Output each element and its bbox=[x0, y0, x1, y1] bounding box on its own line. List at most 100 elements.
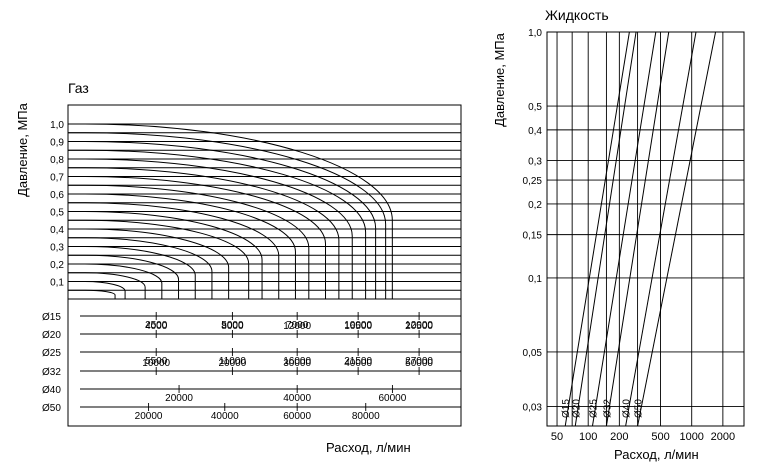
gas-y-tick-label: 0,1 bbox=[50, 278, 64, 289]
gas-flow-curve bbox=[68, 281, 126, 299]
liquid-series-line bbox=[637, 31, 717, 427]
gas-flow-curve bbox=[68, 123, 393, 299]
gas-flow-curve bbox=[68, 193, 296, 299]
gas-scale-tick-label: 30000 bbox=[283, 358, 311, 369]
gas-scale-tick-label: 20000 bbox=[165, 393, 193, 404]
gas-scale-tick-label: 8000 bbox=[221, 321, 244, 332]
liquid-series-label: Ø20 bbox=[571, 399, 582, 418]
liquid-series-line bbox=[591, 31, 657, 427]
gas-scale-tick-label: 10000 bbox=[142, 358, 170, 369]
gas-flow-curve bbox=[68, 263, 163, 299]
liquid-series-label: Ø25 bbox=[588, 399, 599, 418]
gas-scale-tick-label: 60000 bbox=[379, 393, 407, 404]
gas-flow-curve bbox=[68, 211, 263, 299]
gas-scale-tick-label: 27000 bbox=[405, 356, 433, 367]
gas-scale-tick-label: 5000 bbox=[221, 320, 244, 331]
gas-y-tick-label: 0,7 bbox=[50, 173, 64, 184]
liquid-x-tick-label: 100 bbox=[579, 431, 597, 443]
gas-flow-curve bbox=[68, 141, 377, 299]
gas-scale-tick-label: 80000 bbox=[352, 411, 380, 422]
liquid-y-tick-label: 0,2 bbox=[528, 200, 542, 211]
liquid-chart-frame bbox=[546, 31, 745, 427]
liquid-y-tick-label: 0,03 bbox=[523, 403, 543, 414]
gas-scale-tick-label: 12000 bbox=[283, 321, 311, 332]
liquid-x-axis-title: Расход, л/мин bbox=[614, 447, 699, 462]
gas-scale-tick-label: 40000 bbox=[344, 358, 372, 369]
liquid-x-tick-label: 200 bbox=[610, 431, 628, 443]
gas-flow-curve bbox=[68, 272, 146, 299]
gas-scale-tick-label: 21500 bbox=[344, 356, 372, 367]
gas-scale-tick-label: 16000 bbox=[283, 356, 311, 367]
gas-y-tick-label: 0,4 bbox=[50, 225, 64, 236]
gas-flow-curve bbox=[68, 167, 340, 299]
liquid-series-label: Ø40 bbox=[622, 399, 633, 418]
gas-flow-curve bbox=[68, 289, 116, 299]
gas-grid bbox=[68, 123, 461, 300]
liquid-y-tick-label: 0,3 bbox=[528, 157, 542, 168]
gas-scale-tick-label: 2500 bbox=[145, 320, 168, 331]
gas-scale-label: Ø20 bbox=[42, 330, 61, 341]
gas-y-tick-label: 0,3 bbox=[50, 243, 64, 254]
liquid-y-tick-label: 0,15 bbox=[523, 231, 543, 242]
gas-curves bbox=[68, 123, 393, 299]
gas-y-tick-label: 0,5 bbox=[50, 208, 64, 219]
liquid-x-tick-label: 50 bbox=[551, 431, 563, 443]
liquid-y-tick-label: 0,1 bbox=[528, 274, 542, 285]
liquid-y-tick-label: 1,0 bbox=[528, 28, 542, 39]
gas-y-tick-label: 0,2 bbox=[50, 260, 64, 271]
liquid-series-label: Ø15 bbox=[561, 399, 572, 418]
gas-y-tick-label: 0,9 bbox=[50, 138, 64, 149]
liquid-y-tick-label: 0,4 bbox=[528, 126, 542, 137]
liquid-series-line bbox=[605, 31, 670, 427]
liquid-chart: Жидкость Давление, МПа Расход, л/мин 0,0… bbox=[492, 7, 745, 462]
gas-scale-tick-label: 40000 bbox=[283, 393, 311, 404]
gas-chart-title: Газ bbox=[68, 80, 89, 96]
gas-scale-tick-label: 60000 bbox=[283, 411, 311, 422]
gas-scale-tick-label: 20000 bbox=[135, 411, 163, 422]
liquid-x-tick-label: 500 bbox=[651, 431, 669, 443]
gas-flow-scales: Ø15 2500 5000 7000 10000 12000 Ø20 4000 8000 1200… bbox=[42, 312, 461, 422]
gas-y-tick-label: 0,8 bbox=[50, 155, 64, 166]
gas-x-axis-title: Расход, л/мин bbox=[326, 440, 411, 455]
gas-scale-label: Ø32 bbox=[42, 367, 61, 378]
gas-scale-tick-label: 40000 bbox=[211, 411, 239, 422]
gas-flow-curve bbox=[68, 237, 213, 299]
gas-scale-tick-label: 11000 bbox=[219, 356, 247, 367]
gas-scale-label: Ø40 bbox=[42, 385, 61, 396]
gas-flow-curve bbox=[68, 184, 310, 299]
gas-y-tick-label: 1,0 bbox=[50, 120, 64, 131]
liquid-labels: 0,03 0,05 0,1 0,15 0,2 0,25 0,3 0,4 0,5 1,0 50 100 2… bbox=[523, 28, 736, 443]
gas-flow-curve bbox=[68, 246, 196, 299]
gas-flow-curve bbox=[68, 254, 180, 299]
liquid-y-tick-label: 0,05 bbox=[523, 348, 543, 359]
gas-scale-label: Ø25 bbox=[42, 348, 61, 359]
gas-scale-tick-label: 20500 bbox=[405, 321, 433, 332]
gas-scale-tick-label: 7000 bbox=[286, 320, 309, 331]
gas-y-tick-labels: 0,1 0,2 0,3 0,4 0,5 0,6 0,7 0,8 0,9 1,0 bbox=[50, 120, 64, 289]
gas-chart-frame bbox=[67, 104, 462, 427]
gas-flow-curve bbox=[68, 219, 250, 299]
gas-chart: Газ Давление, МПа Расход, л/мин 0,10,20,… bbox=[15, 80, 462, 455]
gas-y-tick-label: 0,6 bbox=[50, 190, 64, 201]
gas-scale-label: Ø50 bbox=[42, 403, 61, 414]
liquid-series-label: Ø50 bbox=[634, 399, 645, 418]
gas-scale-tick-label: 4000 bbox=[145, 321, 168, 332]
liquid-series-line bbox=[574, 31, 637, 427]
gas-flow-curve bbox=[68, 202, 280, 299]
liquid-y-axis-title: Давление, МПа bbox=[492, 32, 507, 127]
gas-scale-tick-label: 16500 bbox=[344, 321, 372, 332]
gas-flow-curve bbox=[68, 132, 387, 299]
liquid-series-label: Ø32 bbox=[602, 399, 613, 418]
gas-flow-curve bbox=[68, 176, 327, 299]
liquid-y-tick-label: 0,5 bbox=[528, 102, 542, 113]
liquid-chart-title: Жидкость bbox=[545, 7, 609, 23]
gas-scale-tick-label: 5500 bbox=[145, 356, 168, 367]
liquid-series-line bbox=[564, 31, 630, 427]
gas-scale-tick-label: 12000 bbox=[405, 320, 433, 331]
gas-scale-tick-label: 10000 bbox=[344, 320, 372, 331]
gas-flow-curve bbox=[68, 158, 353, 299]
gas-scale-label: Ø15 bbox=[42, 312, 61, 323]
gas-scale-tick-label: 20000 bbox=[218, 358, 246, 369]
liquid-x-tick-label: 1000 bbox=[679, 431, 703, 443]
